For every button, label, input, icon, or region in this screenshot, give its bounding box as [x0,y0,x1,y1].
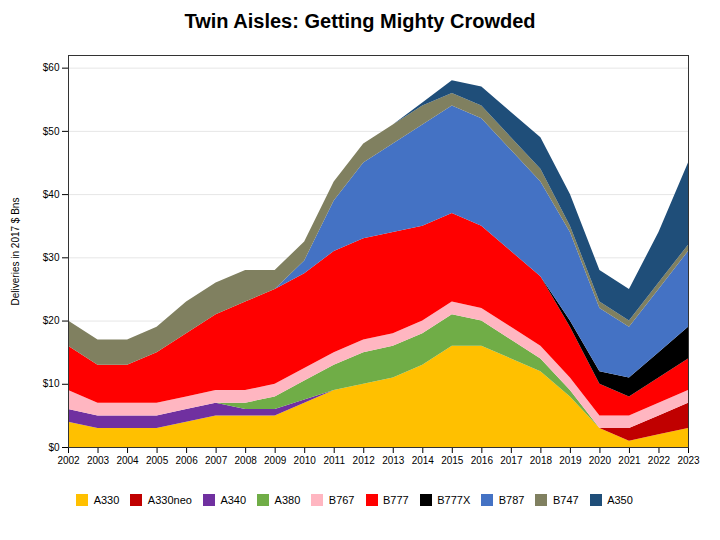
svg-text:2015: 2015 [441,455,464,466]
svg-text:2018: 2018 [530,455,553,466]
svg-text:2014: 2014 [412,455,435,466]
svg-text:$20: $20 [43,315,60,326]
svg-text:2004: 2004 [116,455,139,466]
svg-text:2003: 2003 [87,455,110,466]
svg-text:$50: $50 [43,126,60,137]
html-text:B767: B767 [328,493,355,506]
svg-text:2010: 2010 [294,455,317,466]
svg-text:2012: 2012 [353,455,376,466]
svg-text:2016: 2016 [471,455,494,466]
svg-text:2006: 2006 [175,455,198,466]
svg-text:2022: 2022 [648,455,671,466]
svg-text:2013: 2013 [382,455,405,466]
html-text:B777: B777 [383,493,409,506]
svg-text:2002: 2002 [57,455,80,466]
svg-text:$40: $40 [43,189,60,200]
svg-text:2021: 2021 [618,455,641,466]
svg-text:2020: 2020 [589,455,612,466]
svg-text:2019: 2019 [559,455,582,466]
html-text:A380: A380 [274,493,301,506]
svg-text:$10: $10 [43,378,60,389]
html-text:A330: A330 [93,493,120,506]
html-text:B747: B747 [552,493,579,506]
svg-text:$60: $60 [43,62,60,73]
svg-text:2007: 2007 [205,455,228,466]
svg-text:2005: 2005 [146,455,169,466]
svg-text:2008: 2008 [235,455,258,466]
svg-text:$0: $0 [48,442,60,453]
svg-text:2011: 2011 [323,455,345,466]
svg-text:Deliveries in 2017 $ Bns: Deliveries in 2017 $ Bns [10,198,21,306]
html-text:A340: A340 [220,493,247,506]
svg-text:2017: 2017 [500,455,523,466]
html-text:B787: B787 [498,493,525,506]
html-text:Twin Aisles: Getting Mighty Cr: Twin Aisles: Getting Mighty Crowded [184,10,536,32]
svg-text:$30: $30 [43,252,60,263]
svg-text:2023: 2023 [677,455,700,466]
html-text:A350: A350 [607,493,633,506]
svg-text:2009: 2009 [264,455,287,466]
html-text:A330neo: A330neo [147,493,192,506]
html-text:B777X: B777X [437,493,471,506]
